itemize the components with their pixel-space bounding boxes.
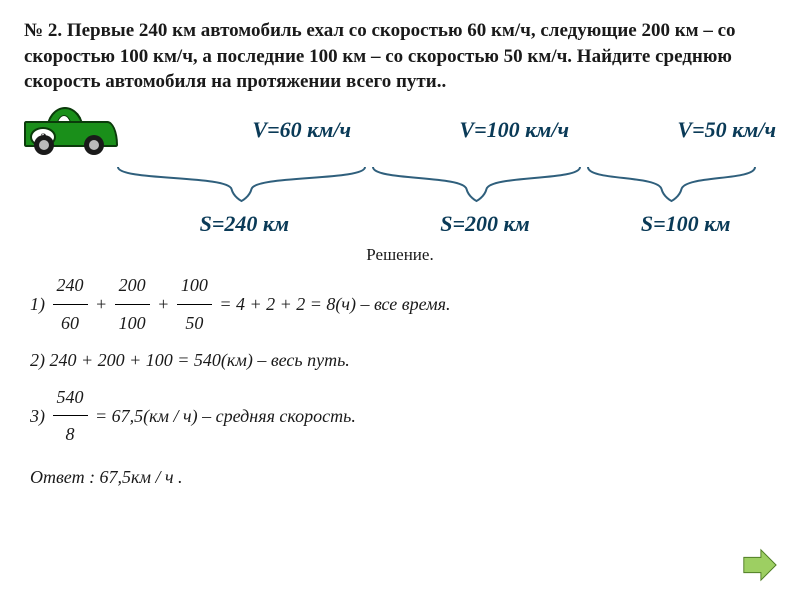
car-illustration: 2 (24, 105, 119, 155)
bracket-segment-2 (369, 161, 584, 209)
bracket-row (114, 161, 776, 209)
speed-labels-row: 2 V=60 км/ч V=100 км/ч V=50 км/ч (24, 105, 776, 155)
speed-segment-2: V=100 км/ч (459, 117, 569, 143)
solution-heading: Решение. (24, 245, 776, 265)
next-arrow-icon[interactable] (740, 546, 778, 584)
bracket-segment-3 (584, 161, 759, 209)
solution-step-1: 1) 24060 + 200100 + 10050 = 4 + 2 + 2 = … (30, 267, 776, 342)
speed-segment-3: V=50 км/ч (677, 117, 776, 143)
solution-step-2: 2) 240 + 200 + 100 = 540(км) – весь путь… (30, 342, 776, 379)
speed-segment-1: V=60 км/ч (252, 117, 351, 143)
solution-steps: 1) 24060 + 200100 + 10050 = 4 + 2 + 2 = … (30, 267, 776, 496)
distance-segment-2: S=200 км (377, 211, 592, 237)
distance-segment-3: S=100 км (598, 211, 773, 237)
solution-step-3: 3) 5408 = 67,5(км / ч) – средняя скорост… (30, 379, 776, 454)
bracket-segment-1 (114, 161, 369, 209)
problem-statement: № 2. Первые 240 км автомобиль ехал со ск… (24, 18, 776, 95)
distance-segment-1: S=240 км (117, 211, 372, 237)
distance-labels-row: S=240 км S=200 км S=100 км (114, 211, 776, 237)
solution-answer: Ответ : 67,5км / ч . (30, 459, 776, 496)
